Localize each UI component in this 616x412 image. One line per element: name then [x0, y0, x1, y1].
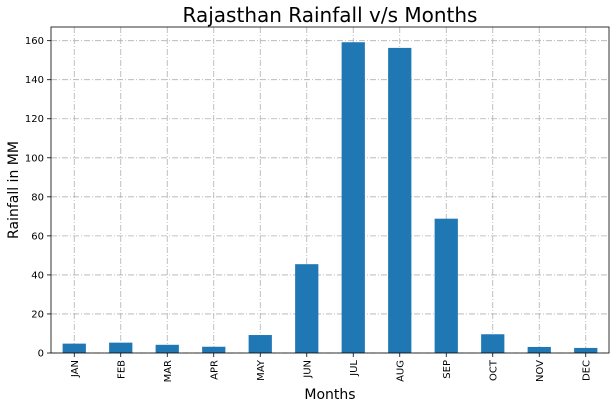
y-axis-label: Rainfall in MM — [6, 141, 22, 239]
bar-apr — [202, 346, 226, 353]
bar-jan — [62, 343, 86, 353]
y-tick-label: 160 — [25, 36, 44, 47]
x-tick-label: MAR — [163, 360, 174, 382]
x-tick-label: JAN — [70, 360, 81, 378]
bar-nov — [527, 346, 551, 353]
y-tick-label: 120 — [25, 114, 44, 125]
bars-layer — [62, 42, 598, 354]
bar-oct — [481, 334, 505, 353]
y-tick-label: 40 — [31, 270, 44, 281]
bar-may — [248, 335, 272, 353]
x-axis-label: Months — [304, 387, 355, 403]
x-tick-label: DEC — [581, 360, 592, 381]
ticks-layer: 0 20 40 60 80 100 120 140 160 JAN FEB MAR APR MAY JUN J… — [25, 36, 592, 382]
bar-aug — [388, 47, 412, 354]
bar-mar — [155, 344, 179, 353]
y-tick-label: 100 — [25, 153, 44, 164]
grid-layer — [51, 27, 609, 354]
y-tick-label: 140 — [25, 75, 44, 86]
x-tick-label: OCT — [488, 359, 499, 381]
chart-title: Rajasthan Rainfall v/s Months — [183, 3, 478, 27]
bar-jul — [341, 42, 365, 353]
bar-feb — [109, 342, 133, 353]
axes-layer — [50, 26, 610, 354]
y-tick-label: 60 — [31, 231, 44, 242]
x-tick-label: APR — [209, 360, 220, 380]
x-tick-label: MAY — [256, 359, 267, 381]
bar-dec — [574, 347, 598, 353]
y-tick-label: 0 — [38, 349, 44, 360]
y-tick-label: 20 — [31, 309, 44, 320]
x-tick-label: JUN — [302, 360, 313, 379]
y-tick-label: 80 — [31, 192, 44, 203]
x-tick-label: SEP — [442, 360, 453, 379]
bar-sep — [434, 218, 458, 353]
x-tick-label: AUG — [395, 360, 406, 382]
x-tick-label: JUL — [349, 360, 360, 377]
x-tick-label: FEB — [116, 360, 127, 379]
x-tick-label: NOV — [535, 360, 546, 382]
plot-frame — [50, 26, 610, 354]
bar-jun — [295, 264, 319, 353]
